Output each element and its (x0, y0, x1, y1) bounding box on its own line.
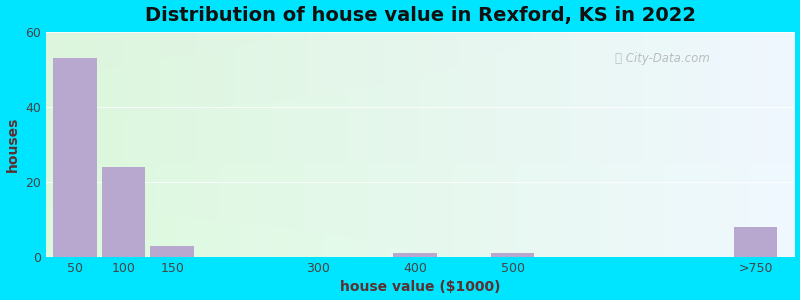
Bar (102, 167, 146, 257)
Bar (734, 227, 778, 257)
X-axis label: house value ($1000): house value ($1000) (340, 280, 500, 294)
Y-axis label: houses: houses (6, 117, 19, 172)
Bar (53, 58, 97, 257)
Bar (394, 253, 437, 257)
Text: ⓘ City-Data.com: ⓘ City-Data.com (614, 52, 710, 65)
Bar (490, 253, 534, 257)
Title: Distribution of house value in Rexford, KS in 2022: Distribution of house value in Rexford, … (145, 6, 696, 25)
Bar (150, 246, 194, 257)
